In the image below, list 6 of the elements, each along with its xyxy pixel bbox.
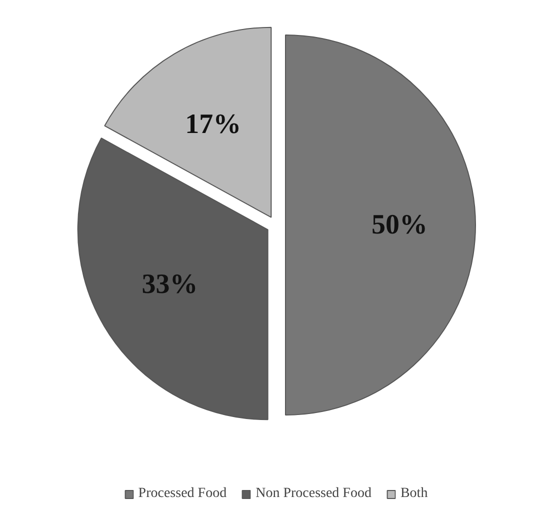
legend-label: Processed Food xyxy=(138,486,227,502)
legend-label: Non Processed Food xyxy=(256,486,372,502)
legend-label: Both xyxy=(400,486,428,502)
data-label: 33% xyxy=(142,269,198,300)
data-label: 17% xyxy=(185,109,242,140)
data-label: 50% xyxy=(372,210,428,241)
